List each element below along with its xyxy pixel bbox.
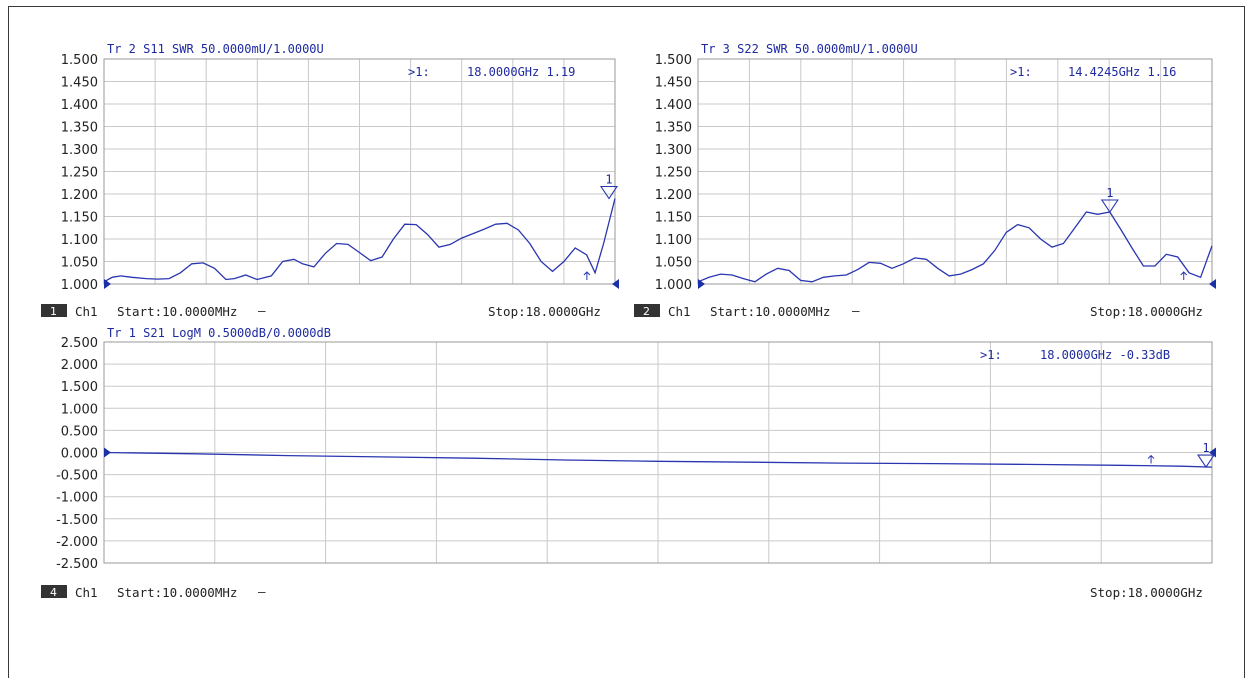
- y-tick-label: -2.000: [56, 535, 98, 550]
- y-tick-label: 1.450: [61, 76, 98, 91]
- marker-number: 1: [1106, 186, 1113, 200]
- y-tick-label: 1.350: [61, 121, 98, 136]
- plot-area[interactable]: [103, 58, 616, 285]
- panel-s22: Tr 3 S22 SWR 50.0000mU/1.0000U 1.500 1.45…: [634, 42, 1216, 319]
- y-tick-label: 1.300: [61, 143, 98, 158]
- y-tick-label: 1.050: [655, 256, 692, 271]
- y-tick-label: 1.350: [655, 121, 692, 136]
- start-frequency[interactable]: Start:10.0000MHz: [117, 304, 237, 319]
- marker-number: 1: [1202, 441, 1209, 455]
- marker-group: 1: [698, 186, 1216, 289]
- y-tick-label: 1.100: [61, 233, 98, 248]
- start-dash: —: [852, 303, 860, 318]
- reference-arrow-right-icon: [1209, 279, 1216, 289]
- trace-line-s22: [697, 211, 1213, 283]
- stop-frequency[interactable]: Stop:18.0000GHz: [488, 304, 601, 319]
- reference-arrow-left-icon: [104, 447, 111, 458]
- y-tick-label: 1.300: [655, 143, 692, 158]
- y-tick-label: 1.150: [61, 211, 98, 226]
- marker-readout-prefix: >1:: [1010, 65, 1032, 79]
- start-frequency[interactable]: Start:10.0000MHz: [710, 304, 830, 319]
- panel-s21: Tr 1 S21 LogM 0.5000dB/0.0000dB 2.500 2.0…: [41, 326, 1216, 600]
- reference-arrow-right-icon: [612, 279, 619, 289]
- y-tick-label: 1.250: [61, 166, 98, 181]
- panel-s11: Tr 2 S11 SWR 50.0000mU/1.0000U 1.500 1.45…: [41, 42, 619, 319]
- y-tick-labels: 1.500 1.450 1.400 1.350 1.300 1.250 1.200 1.150…: [655, 53, 692, 293]
- y-tick-label: 1.500: [61, 380, 98, 395]
- window-frame: [8, 6, 1245, 678]
- channel-badge-number: 1: [50, 305, 57, 318]
- marker-readout-prefix: >1:: [408, 65, 430, 79]
- channel-badge-number: 4: [50, 586, 57, 599]
- y-tick-label: 1.500: [655, 53, 692, 68]
- marker-triangle-icon: [1100, 199, 1119, 213]
- y-tick-label: 1.000: [61, 278, 98, 293]
- y-tick-label: 1.400: [655, 98, 692, 113]
- start-dash: —: [258, 303, 266, 318]
- channel-badge[interactable]: [634, 304, 660, 317]
- y-tick-label: -2.500: [56, 557, 98, 572]
- channel-badge-number: 2: [643, 305, 650, 318]
- channel-badge[interactable]: [41, 585, 67, 598]
- marker-readout-prefix: >1:: [980, 348, 1002, 362]
- marker-group: 1: [104, 441, 1216, 469]
- y-tick-label: 0.500: [61, 424, 98, 439]
- y-tick-label: -1.000: [56, 491, 98, 506]
- y-tick-label: 1.050: [61, 256, 98, 271]
- marker-readout-value: 18.0000GHz -0.33dB: [1040, 348, 1170, 362]
- channel-label: Ch1: [75, 304, 98, 319]
- reference-arrow-left-icon: [698, 279, 705, 289]
- marker-group: 1: [104, 173, 619, 289]
- y-tick-label: 1.000: [655, 278, 692, 293]
- trace-header: Tr 1 S21 LogM 0.5000dB/0.0000dB: [107, 326, 331, 340]
- marker-readout-value: 18.0000GHz 1.19: [467, 65, 575, 79]
- y-tick-label: 0.000: [61, 447, 98, 462]
- y-tick-labels: 2.500 2.000 1.500 1.000 0.500 0.000 -0.500 -1.0…: [56, 336, 98, 572]
- y-tick-label: -0.500: [56, 469, 98, 484]
- up-arrow-icon: [1180, 271, 1188, 280]
- channel-badge[interactable]: [41, 304, 67, 317]
- up-arrow-icon: [583, 271, 591, 280]
- channel-label: Ch1: [668, 304, 691, 319]
- grid: [104, 342, 1212, 563]
- y-tick-label: 1.150: [655, 211, 692, 226]
- trace-header: Tr 2 S11 SWR 50.0000mU/1.0000U: [107, 42, 324, 56]
- y-tick-label: 2.500: [61, 336, 98, 351]
- marker-number: 1: [605, 173, 612, 187]
- trace-header: Tr 3 S22 SWR 50.0000mU/1.0000U: [701, 42, 918, 56]
- y-tick-label: 2.000: [61, 358, 98, 373]
- marker-readout-value: 14.4245GHz 1.16: [1068, 65, 1176, 79]
- stop-frequency[interactable]: Stop:18.0000GHz: [1090, 585, 1203, 600]
- channel-label: Ch1: [75, 585, 98, 600]
- marker-triangle-icon: [599, 185, 619, 200]
- start-dash: —: [258, 584, 266, 599]
- y-tick-label: -1.500: [56, 513, 98, 528]
- stop-frequency[interactable]: Stop:18.0000GHz: [1090, 304, 1203, 319]
- y-tick-label: 1.400: [61, 98, 98, 113]
- up-arrow-icon: [1147, 454, 1155, 464]
- trace-line-s11: [103, 198, 616, 283]
- reference-arrow-left-icon: [104, 279, 111, 289]
- plot-area[interactable]: [697, 58, 1213, 285]
- y-tick-label: 1.100: [655, 233, 692, 248]
- start-frequency[interactable]: Start:10.0000MHz: [117, 585, 237, 600]
- y-tick-label: 1.250: [655, 166, 692, 181]
- y-tick-label: 1.000: [61, 402, 98, 417]
- trace-line-s21: [103, 451, 1213, 468]
- y-tick-label: 1.200: [655, 188, 692, 203]
- grid: [104, 59, 615, 284]
- y-tick-label: 1.500: [61, 53, 98, 68]
- y-tick-label: 1.200: [61, 188, 98, 203]
- y-tick-label: 1.450: [655, 76, 692, 91]
- y-tick-labels: 1.500 1.450 1.400 1.350 1.300 1.250 1.200 1.150…: [61, 53, 98, 293]
- grid: [698, 59, 1212, 284]
- marker-triangle-icon: [1196, 454, 1216, 469]
